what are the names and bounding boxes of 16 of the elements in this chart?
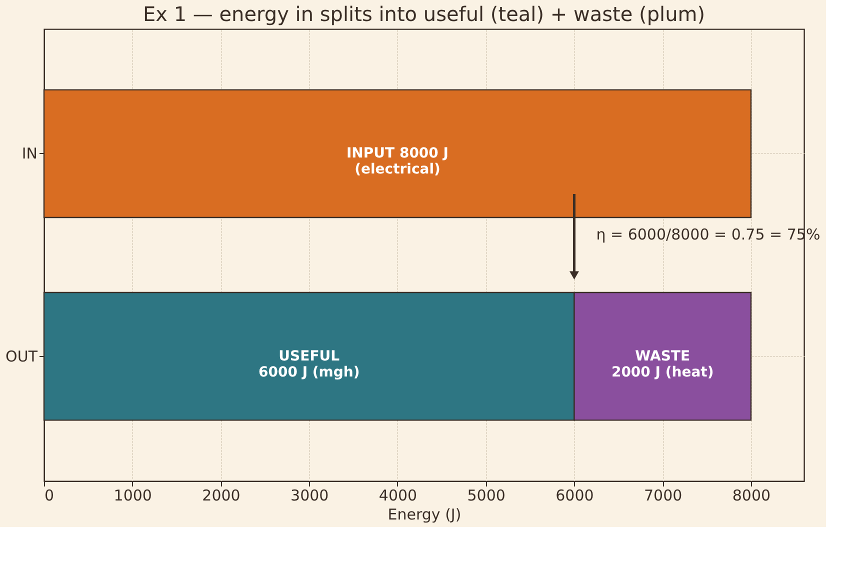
x-tick-label: 0 — [44, 486, 54, 504]
x-axis-title: Energy (J) — [388, 506, 462, 524]
y-tick-label: OUT — [6, 347, 38, 366]
x-tick-label: 7000 — [644, 486, 682, 504]
x-tick-label: 3000 — [290, 486, 329, 504]
data-label: INPUT 8000 J (electrical) — [346, 146, 449, 178]
chart-title: Ex 1 — energy in splits into useful (teal) + waste (plum) — [142, 2, 706, 26]
data-label: WASTE 2000 J (heat) — [611, 348, 714, 380]
data-label: USEFUL 6000 J (mgh) — [258, 348, 360, 380]
x-tick-label: 4000 — [378, 486, 418, 504]
y-tick-label: IN — [22, 144, 38, 163]
x-tick-label: 5000 — [467, 486, 506, 504]
x-tick-label: 8000 — [732, 486, 771, 504]
x-tick-label: 6000 — [556, 486, 594, 504]
x-tick-label: 1000 — [114, 486, 152, 504]
x-tick-label: 2000 — [202, 486, 240, 504]
